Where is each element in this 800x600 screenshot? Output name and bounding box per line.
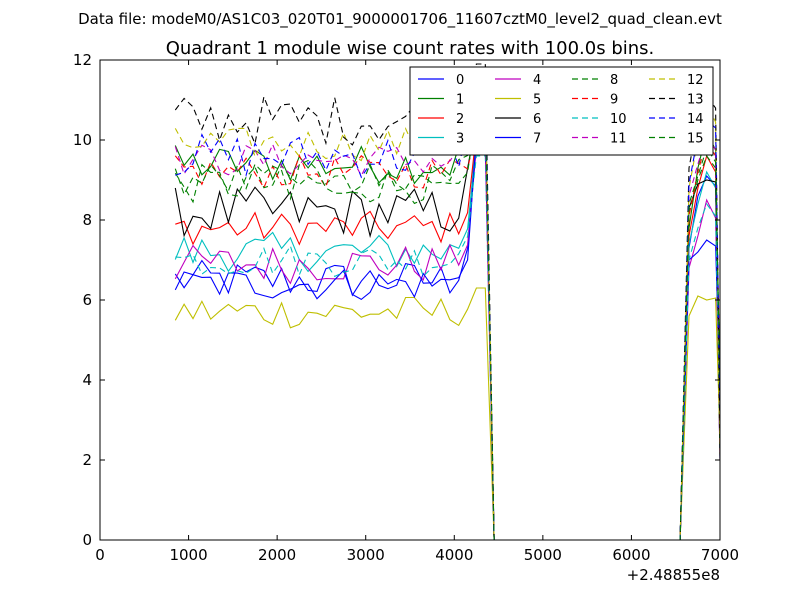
legend-label-11: 11 [610, 132, 627, 147]
legend-label-8: 8 [610, 73, 618, 88]
legend-label-3: 3 [456, 132, 464, 147]
x-tick-label: 6000 [612, 546, 650, 564]
series-line-14 [175, 95, 720, 540]
y-tick-label: 4 [82, 371, 92, 389]
chart-title: Quadrant 1 module wise count rates with … [166, 38, 655, 59]
legend-label-6: 6 [533, 112, 541, 127]
legend-box [409, 66, 714, 156]
series-line-13 [174, 63, 720, 540]
series-line-12 [174, 91, 720, 540]
legend-label-9: 9 [610, 93, 618, 108]
x-tick-label: 2000 [258, 546, 296, 564]
series-line-2 [175, 131, 720, 540]
series-line-1 [174, 99, 720, 540]
legend-label-1: 1 [456, 93, 464, 108]
x-tick-label: 0 [95, 546, 105, 564]
plot-area [174, 63, 720, 540]
series-line-10 [175, 155, 720, 540]
legend-label-15: 15 [687, 132, 704, 147]
x-tick-label: 7000 [701, 546, 739, 564]
legend-label-5: 5 [533, 93, 541, 108]
suptitle: Data file: modeM0/AS1C03_020T01_90000017… [78, 10, 722, 29]
legend-label-12: 12 [687, 73, 704, 88]
legend-label-14: 14 [687, 112, 704, 127]
series-line-11 [174, 134, 720, 540]
series-line-8 [174, 115, 720, 540]
legend-label-10: 10 [610, 112, 627, 127]
legend-label-13: 13 [687, 93, 704, 108]
y-tick-label: 0 [82, 531, 92, 549]
y-tick-label: 12 [73, 51, 92, 69]
series-line-3 [174, 139, 720, 540]
x-offset-label: +2.48855e8 [627, 566, 720, 584]
legend-label-0: 0 [456, 73, 464, 88]
series-line-7 [174, 135, 720, 540]
y-tick-label: 6 [82, 291, 92, 309]
legend-label-4: 4 [533, 73, 541, 88]
series-line-0 [174, 123, 720, 540]
series-line-5 [174, 287, 720, 540]
y-tick-label: 2 [82, 451, 92, 469]
y-tick-label: 8 [82, 211, 92, 229]
series-line-4 [174, 147, 720, 540]
series-line-15 [174, 111, 720, 540]
legend-label-7: 7 [533, 132, 541, 147]
x-tick-label: 4000 [435, 546, 473, 564]
x-tick-label: 1000 [169, 546, 207, 564]
legend-label-2: 2 [456, 112, 464, 127]
x-tick-label: 3000 [347, 546, 385, 564]
y-tick-label: 10 [73, 131, 92, 149]
x-tick-label: 5000 [524, 546, 562, 564]
